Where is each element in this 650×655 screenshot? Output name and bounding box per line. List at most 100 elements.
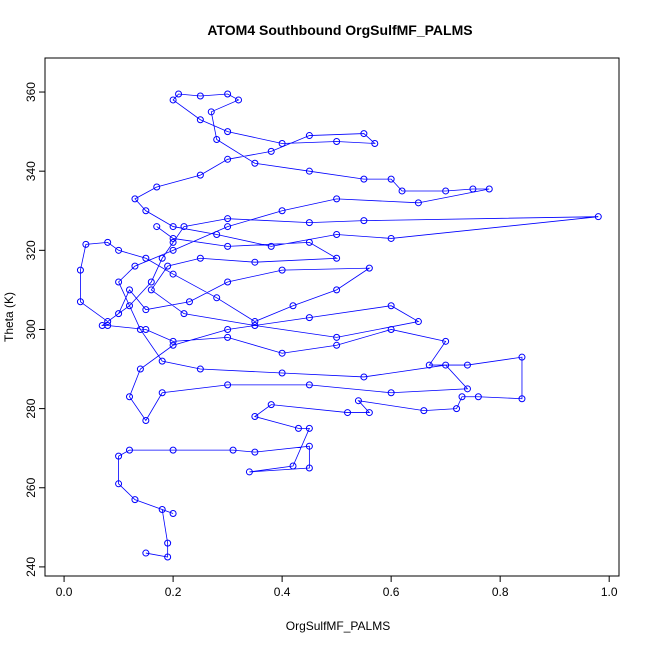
data-point (169, 234, 177, 242)
data-point (485, 185, 493, 193)
data-point (224, 90, 232, 98)
data-point (305, 424, 313, 432)
data-point (213, 136, 221, 144)
data-point (224, 155, 232, 163)
data-point (125, 446, 133, 454)
data-point (458, 393, 466, 401)
data-point (365, 409, 373, 417)
data-point (229, 446, 237, 454)
data-point (180, 310, 188, 318)
data-point (169, 96, 177, 104)
data-point (158, 506, 166, 514)
data-point (251, 258, 259, 266)
data-point (453, 405, 461, 413)
data-point (115, 278, 123, 286)
data-point (267, 401, 275, 409)
data-point (169, 509, 177, 517)
data-point (278, 207, 286, 215)
data-point (333, 254, 341, 262)
data-point (360, 217, 368, 225)
data-point (153, 183, 161, 191)
data-point (420, 407, 428, 415)
y-tick-label: 280 (24, 398, 38, 418)
data-point (442, 361, 450, 369)
data-point (360, 130, 368, 138)
data-point (224, 242, 232, 250)
data-point (164, 262, 172, 270)
data-point (387, 302, 395, 310)
data-line (80, 93, 599, 558)
data-point (131, 496, 139, 504)
data-point (164, 539, 172, 547)
data-point (115, 452, 123, 460)
data-point (251, 318, 259, 326)
data-point (213, 294, 221, 302)
data-point (344, 409, 352, 417)
data-point (245, 468, 253, 476)
data-point (278, 266, 286, 274)
data-point (305, 219, 313, 227)
data-point (175, 90, 183, 98)
data-point (518, 353, 526, 361)
data-point (158, 357, 166, 365)
data-point (224, 333, 232, 341)
data-point (305, 238, 313, 246)
x-tick-label: 0.6 (383, 585, 400, 599)
data-point (251, 159, 259, 167)
data-point (147, 278, 155, 286)
data-point (518, 395, 526, 403)
data-point (305, 314, 313, 322)
plot-frame (44, 57, 620, 577)
data-point (196, 254, 204, 262)
data-point (305, 381, 313, 389)
data-point (398, 187, 406, 195)
data-point (196, 171, 204, 179)
data-point (104, 322, 112, 330)
data-point (224, 325, 232, 333)
x-axis-label: OrgSulfMF_PALMS (286, 619, 390, 633)
data-point (289, 462, 297, 470)
data-point (474, 393, 482, 401)
data-point (224, 128, 232, 136)
data-point (235, 96, 243, 104)
data-point (98, 322, 106, 330)
data-point (463, 385, 471, 393)
data-point (158, 254, 166, 262)
data-point (333, 286, 341, 294)
data-point (442, 187, 450, 195)
data-point (371, 139, 379, 147)
x-tick-label: 0.0 (56, 585, 73, 599)
data-point (224, 381, 232, 389)
data-point (196, 92, 204, 100)
data-point (153, 223, 161, 231)
data-point (158, 389, 166, 397)
data-point (115, 310, 123, 318)
data-point (224, 223, 232, 231)
x-tick-label: 1.0 (601, 585, 618, 599)
data-point (278, 349, 286, 357)
data-point (169, 238, 177, 246)
data-point (82, 240, 90, 248)
data-point (278, 369, 286, 377)
data-point (360, 373, 368, 381)
data-point (289, 302, 297, 310)
data-point (104, 238, 112, 246)
y-tick-label: 360 (24, 82, 38, 102)
y-tick-label: 320 (24, 240, 38, 260)
data-point (305, 132, 313, 140)
data-point (333, 137, 341, 145)
data-point (251, 413, 259, 421)
data-point (387, 175, 395, 183)
data-point (142, 254, 150, 262)
data-point (594, 213, 602, 221)
data-point (278, 139, 286, 147)
data-point (125, 286, 133, 294)
data-point (365, 264, 373, 272)
data-point (125, 302, 133, 310)
data-point (169, 270, 177, 278)
data-point (305, 167, 313, 175)
data-point (164, 553, 172, 561)
data-point (360, 175, 368, 183)
